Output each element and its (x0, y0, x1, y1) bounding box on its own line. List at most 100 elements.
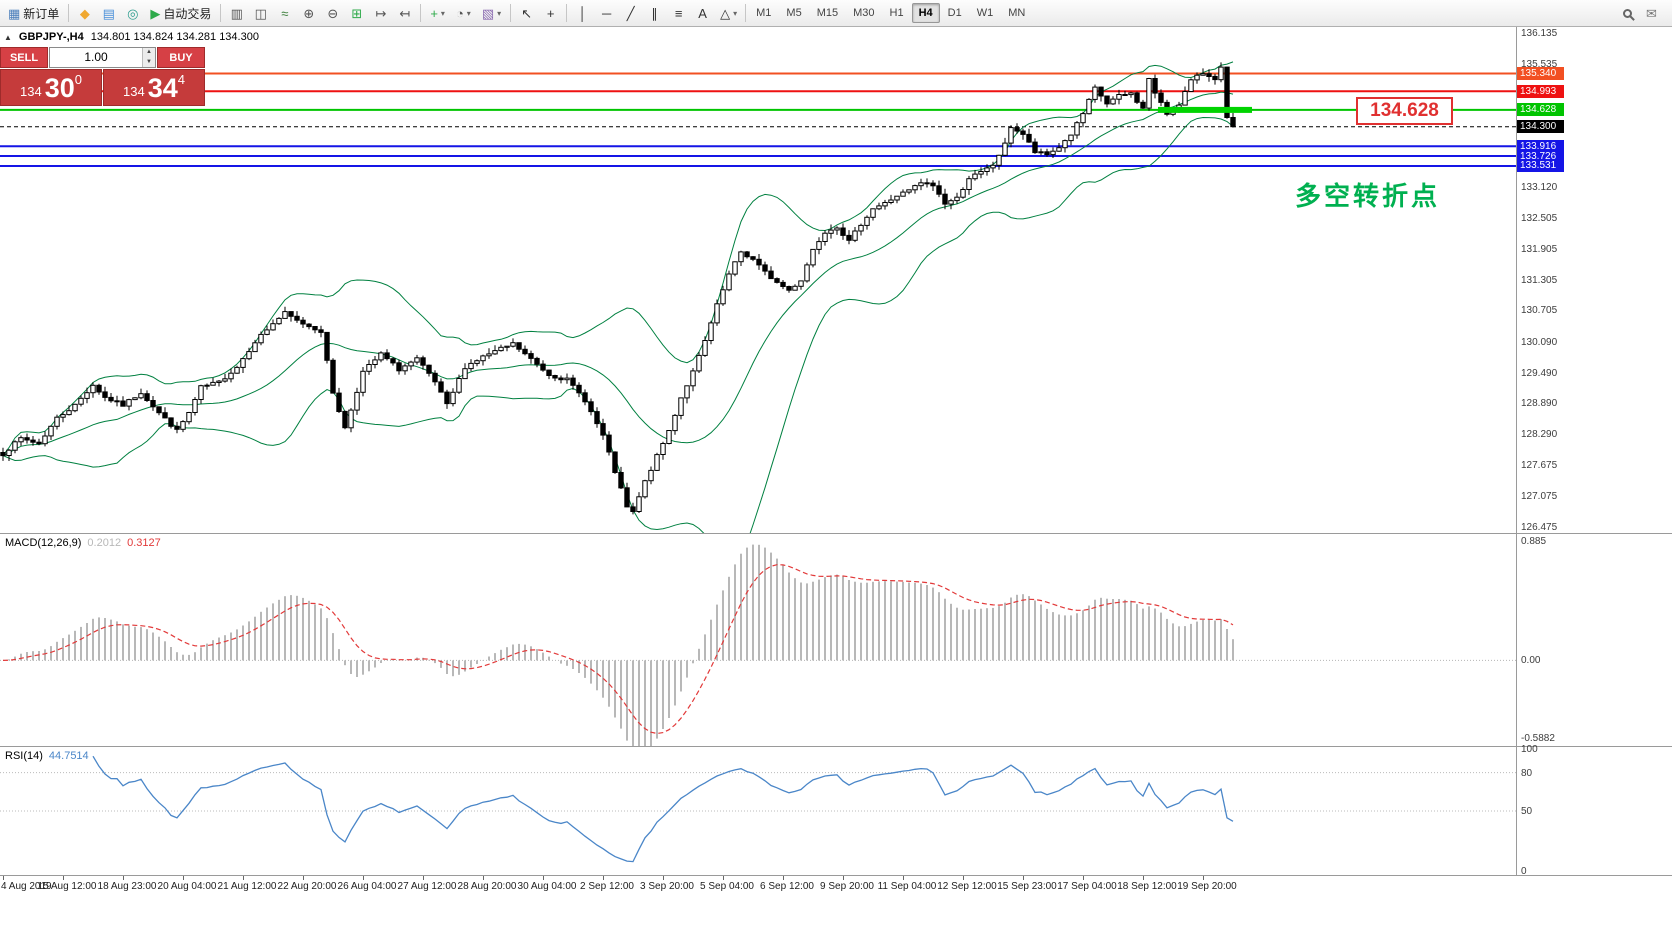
macd-main-value: 0.2012 (87, 537, 122, 549)
candlestick-chart-button[interactable]: ◫ (249, 2, 272, 24)
timeframe-m30-button[interactable]: M30 (853, 7, 875, 19)
zoom-in-button[interactable]: ⊕ (297, 2, 320, 24)
main-price-chart[interactable] (0, 27, 1516, 533)
time-label: 12 Sep 12:00 (937, 881, 997, 892)
text-button[interactable]: A (691, 2, 714, 24)
timeframe-d1-button[interactable]: D1 (947, 7, 962, 19)
text-icon: A (698, 5, 707, 21)
lot-increase-button[interactable]: ▲ (143, 48, 155, 58)
search-button[interactable] (1616, 2, 1639, 24)
price-callout-box[interactable]: 134.628 (1356, 97, 1453, 125)
price-axis-label: 127.675 (1521, 460, 1558, 472)
timeframe-h1-button[interactable]: H1 (889, 7, 904, 19)
channel-button[interactable]: ∥ (643, 2, 666, 24)
market-watch-icon: ▤ (102, 5, 115, 21)
macd-signal-value: 0.3127 (127, 537, 161, 549)
symbol-ohlc-values: 134.801 134.824 134.281 134.300 (90, 31, 259, 43)
panel-divider[interactable] (0, 746, 1672, 747)
lot-decrease-button[interactable]: ▼ (143, 57, 155, 67)
time-label: 9 Sep 20:00 (820, 881, 874, 892)
crosshair-icon: + (546, 5, 555, 21)
price-tag-135.340: 135.340 (1517, 67, 1564, 80)
rsi-label: RSI(14) 44.7514 (5, 750, 89, 762)
annotation-text: 多空转折点 (1295, 181, 1441, 211)
periods-button[interactable]: ◔ ▾ (451, 2, 476, 24)
mql-wizard-button[interactable]: ◆ (73, 2, 96, 24)
panel-divider[interactable] (0, 533, 1672, 534)
macd-histogram (8, 544, 1234, 746)
magnifier-icon (1623, 8, 1632, 18)
time-label: 17 Sep 04:00 (1057, 881, 1117, 892)
tile-windows-button[interactable]: ⊞ (345, 2, 368, 24)
horizontal-line-button[interactable]: ─ (595, 2, 618, 24)
time-tick (183, 876, 184, 880)
timeframe-m5-button[interactable]: M5 (786, 7, 802, 19)
zoom-out-button[interactable]: ⊖ (321, 2, 344, 24)
timeframe-h4-button[interactable]: H4 (911, 3, 940, 23)
chart-shift-button[interactable]: ↤ (393, 2, 416, 24)
time-tick (63, 876, 64, 880)
auto-scroll-button[interactable]: ↦ (369, 2, 392, 24)
new-order-button-label: 新订单 (23, 6, 60, 21)
trade-prices-row: 134 30 0 134 34 4 (0, 69, 205, 106)
market-watch-button[interactable]: ▤ (97, 2, 120, 24)
time-label: 18 Aug 23:00 (97, 881, 157, 892)
price-tag-134.993: 134.993 (1517, 84, 1564, 98)
timeframe-m1-button[interactable]: M1 (756, 7, 772, 19)
time-tick (243, 876, 244, 880)
time-label: 30 Aug 04:00 (517, 881, 577, 892)
template-icon: ▧ (481, 5, 495, 21)
cursor-button[interactable]: ↖ (515, 2, 538, 24)
one-click-trading-panel: SELL 1.00 ▲ ▼ BUY 134 30 0 134 34 4 (0, 47, 205, 106)
rsi-axis-label: 80 (1521, 767, 1533, 779)
bollinger-lower (2, 116, 1234, 533)
fibonacci-button[interactable]: ≡ (667, 2, 690, 24)
rsi-name: RSI(14) (5, 750, 43, 762)
lot-size-input[interactable]: 1.00 ▲ ▼ (49, 47, 156, 68)
templates-button[interactable]: ▧ ▾ (477, 2, 506, 24)
time-label: 21 Aug 12:00 (217, 881, 277, 892)
timeframe-mn-button[interactable]: MN (1008, 7, 1026, 19)
community-button[interactable]: ✉ (1640, 2, 1663, 24)
autotrading-button[interactable]: ▶ 自动交易 (145, 2, 216, 24)
vertical-line-button[interactable]: │ (571, 2, 594, 24)
time-label: 27 Aug 12:00 (397, 881, 457, 892)
time-label: 4 Aug 2019 (1, 881, 52, 892)
time-label: 15 Aug 12:00 (37, 881, 97, 892)
time-tick (423, 876, 424, 880)
rsi-line (92, 755, 1234, 863)
panel-divider[interactable] (0, 875, 1672, 876)
bar-chart-button[interactable]: ▥ (225, 2, 248, 24)
time-label: 28 Aug 20:00 (457, 881, 517, 892)
timeframe-w1-button[interactable]: W1 (976, 7, 994, 19)
main-toolbar: ▦ 新订单 ◆ ▤ ◎ ▶ 自动交易 ▥ ◫ ≈ ⊕ ⊖ ⊞ ↦ ↤ + ▾ ◔ ▾ ▧ ▾ ↖ + │ ─ ╱ ∥ ≡ A △ ▾ M1 M… (0, 0, 1672, 27)
buy-price-display[interactable]: 134 34 4 (103, 69, 205, 106)
indicators-button[interactable]: + ▾ (425, 2, 450, 24)
shapes-button[interactable]: △ ▾ (715, 2, 742, 24)
price-axis-label: 131.305 (1521, 274, 1558, 286)
bar-chart-icon: ▥ (230, 5, 243, 21)
envelope-icon: ✉ (1646, 5, 1657, 21)
buy-button[interactable]: BUY (157, 47, 205, 68)
sell-price-display[interactable]: 134 30 0 (0, 69, 102, 106)
macd-label: MACD(12,26,9) 0.2012 0.3127 (5, 537, 161, 549)
crosshair-button[interactable]: + (539, 2, 562, 24)
toolbar-separator (566, 4, 568, 22)
rsi-indicator-panel[interactable] (0, 747, 1516, 875)
new-order-button[interactable]: ▦ 新订单 (3, 2, 64, 24)
sell-button[interactable]: SELL (0, 47, 48, 68)
support-segment[interactable] (1158, 106, 1252, 113)
price-tag-134.628: 134.628 (1517, 103, 1564, 117)
time-axis[interactable]: 4 Aug 2019 15 Aug 12:00 18 Aug 23:00 20 Aug… (0, 876, 1516, 896)
line-chart-button[interactable]: ≈ (273, 2, 296, 24)
trendline-button[interactable]: ╱ (619, 2, 642, 24)
dropdown-caret-icon: ▾ (497, 8, 502, 18)
price-axis-label: 127.075 (1521, 490, 1558, 502)
cursor-icon: ↖ (521, 5, 533, 21)
time-label: 2 Sep 12:00 (580, 881, 634, 892)
navigator-button[interactable]: ◎ (121, 2, 144, 24)
clock-icon: ◔ (455, 5, 464, 21)
collapse-panel-icon[interactable]: ▲ (4, 32, 12, 42)
macd-indicator-panel[interactable] (0, 534, 1516, 746)
timeframe-m15-button[interactable]: M15 (816, 7, 839, 19)
